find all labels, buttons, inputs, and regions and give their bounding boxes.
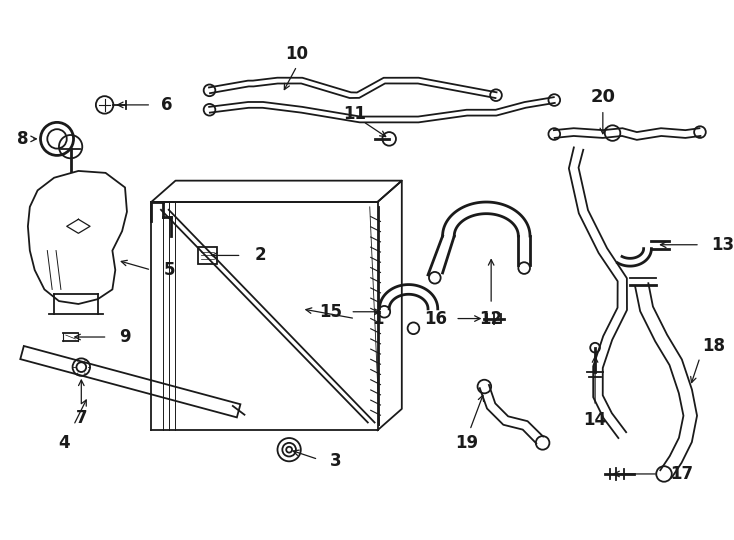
Text: 10: 10 [286, 45, 308, 63]
Text: 2: 2 [254, 246, 266, 265]
Text: 3: 3 [330, 453, 341, 470]
Text: 13: 13 [712, 236, 734, 254]
Text: 6: 6 [161, 96, 172, 114]
Text: 8: 8 [18, 130, 29, 148]
Text: 11: 11 [344, 105, 367, 123]
Text: 15: 15 [319, 303, 342, 321]
Text: 17: 17 [670, 465, 693, 483]
Text: 19: 19 [455, 434, 479, 452]
Text: 12: 12 [479, 309, 503, 328]
Text: 16: 16 [424, 309, 447, 328]
Text: 9: 9 [119, 328, 131, 346]
Text: 1: 1 [371, 309, 383, 328]
Text: 18: 18 [702, 337, 725, 355]
Text: 4: 4 [58, 434, 70, 452]
Text: 5: 5 [164, 261, 175, 279]
Text: 7: 7 [76, 409, 87, 427]
Text: 20: 20 [590, 88, 615, 106]
Text: 14: 14 [584, 410, 606, 429]
FancyBboxPatch shape [198, 247, 217, 264]
